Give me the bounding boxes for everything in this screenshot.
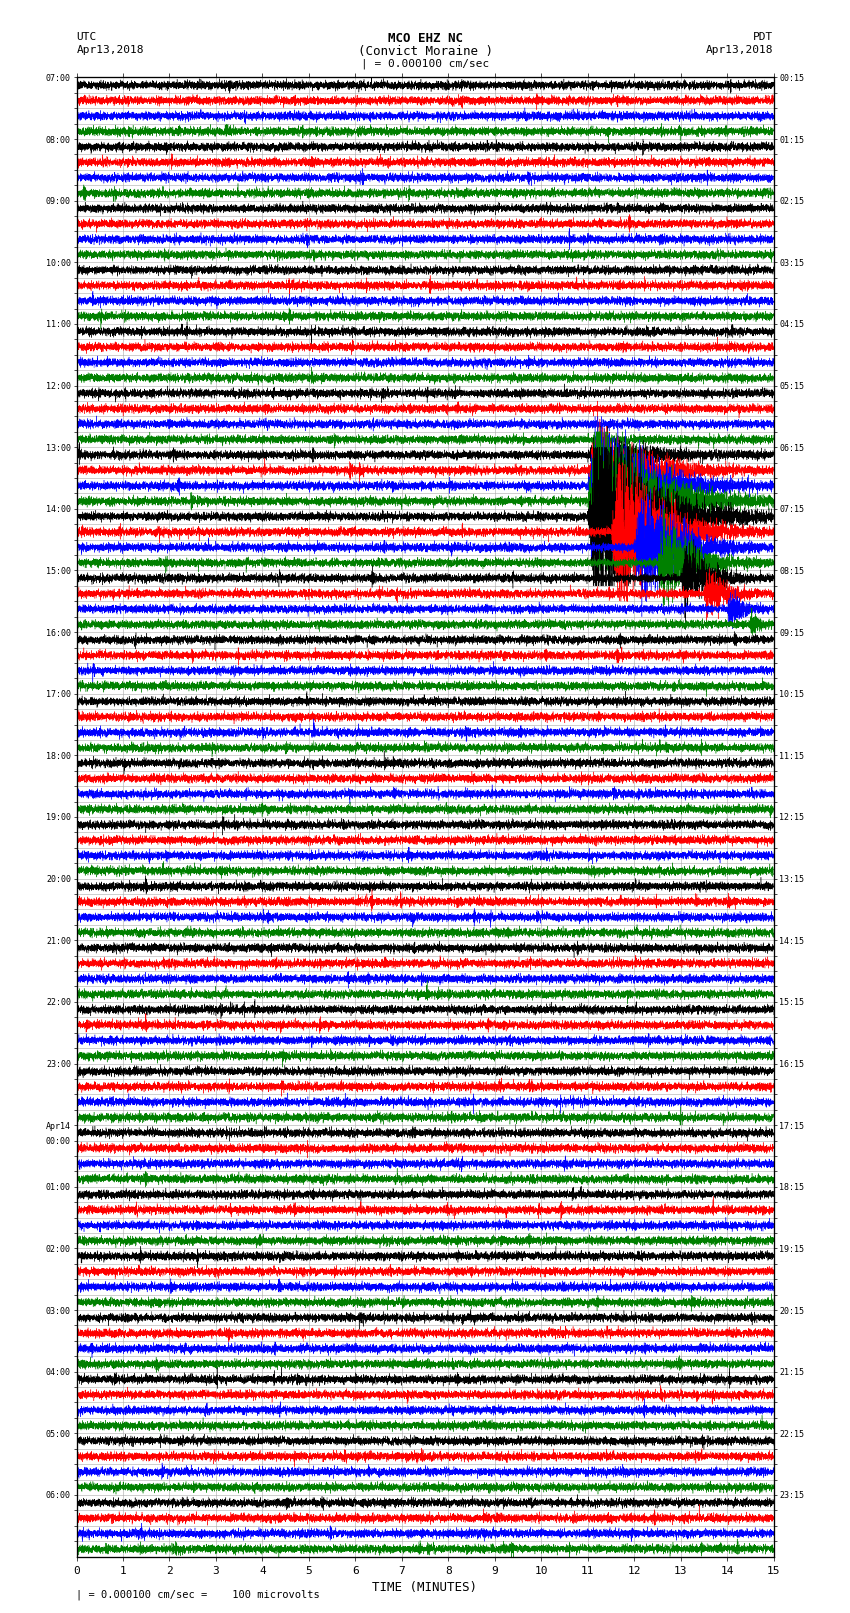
Text: PDT: PDT — [753, 32, 774, 42]
Text: Apr13,2018: Apr13,2018 — [76, 45, 144, 55]
Text: | = 0.000100 cm/sec =    100 microvolts: | = 0.000100 cm/sec = 100 microvolts — [76, 1589, 320, 1600]
Text: | = 0.000100 cm/sec: | = 0.000100 cm/sec — [361, 58, 489, 69]
Text: (Convict Moraine ): (Convict Moraine ) — [358, 45, 492, 58]
Text: MCO EHZ NC: MCO EHZ NC — [388, 32, 462, 45]
Text: UTC: UTC — [76, 32, 97, 42]
X-axis label: TIME (MINUTES): TIME (MINUTES) — [372, 1581, 478, 1594]
Text: Apr13,2018: Apr13,2018 — [706, 45, 774, 55]
